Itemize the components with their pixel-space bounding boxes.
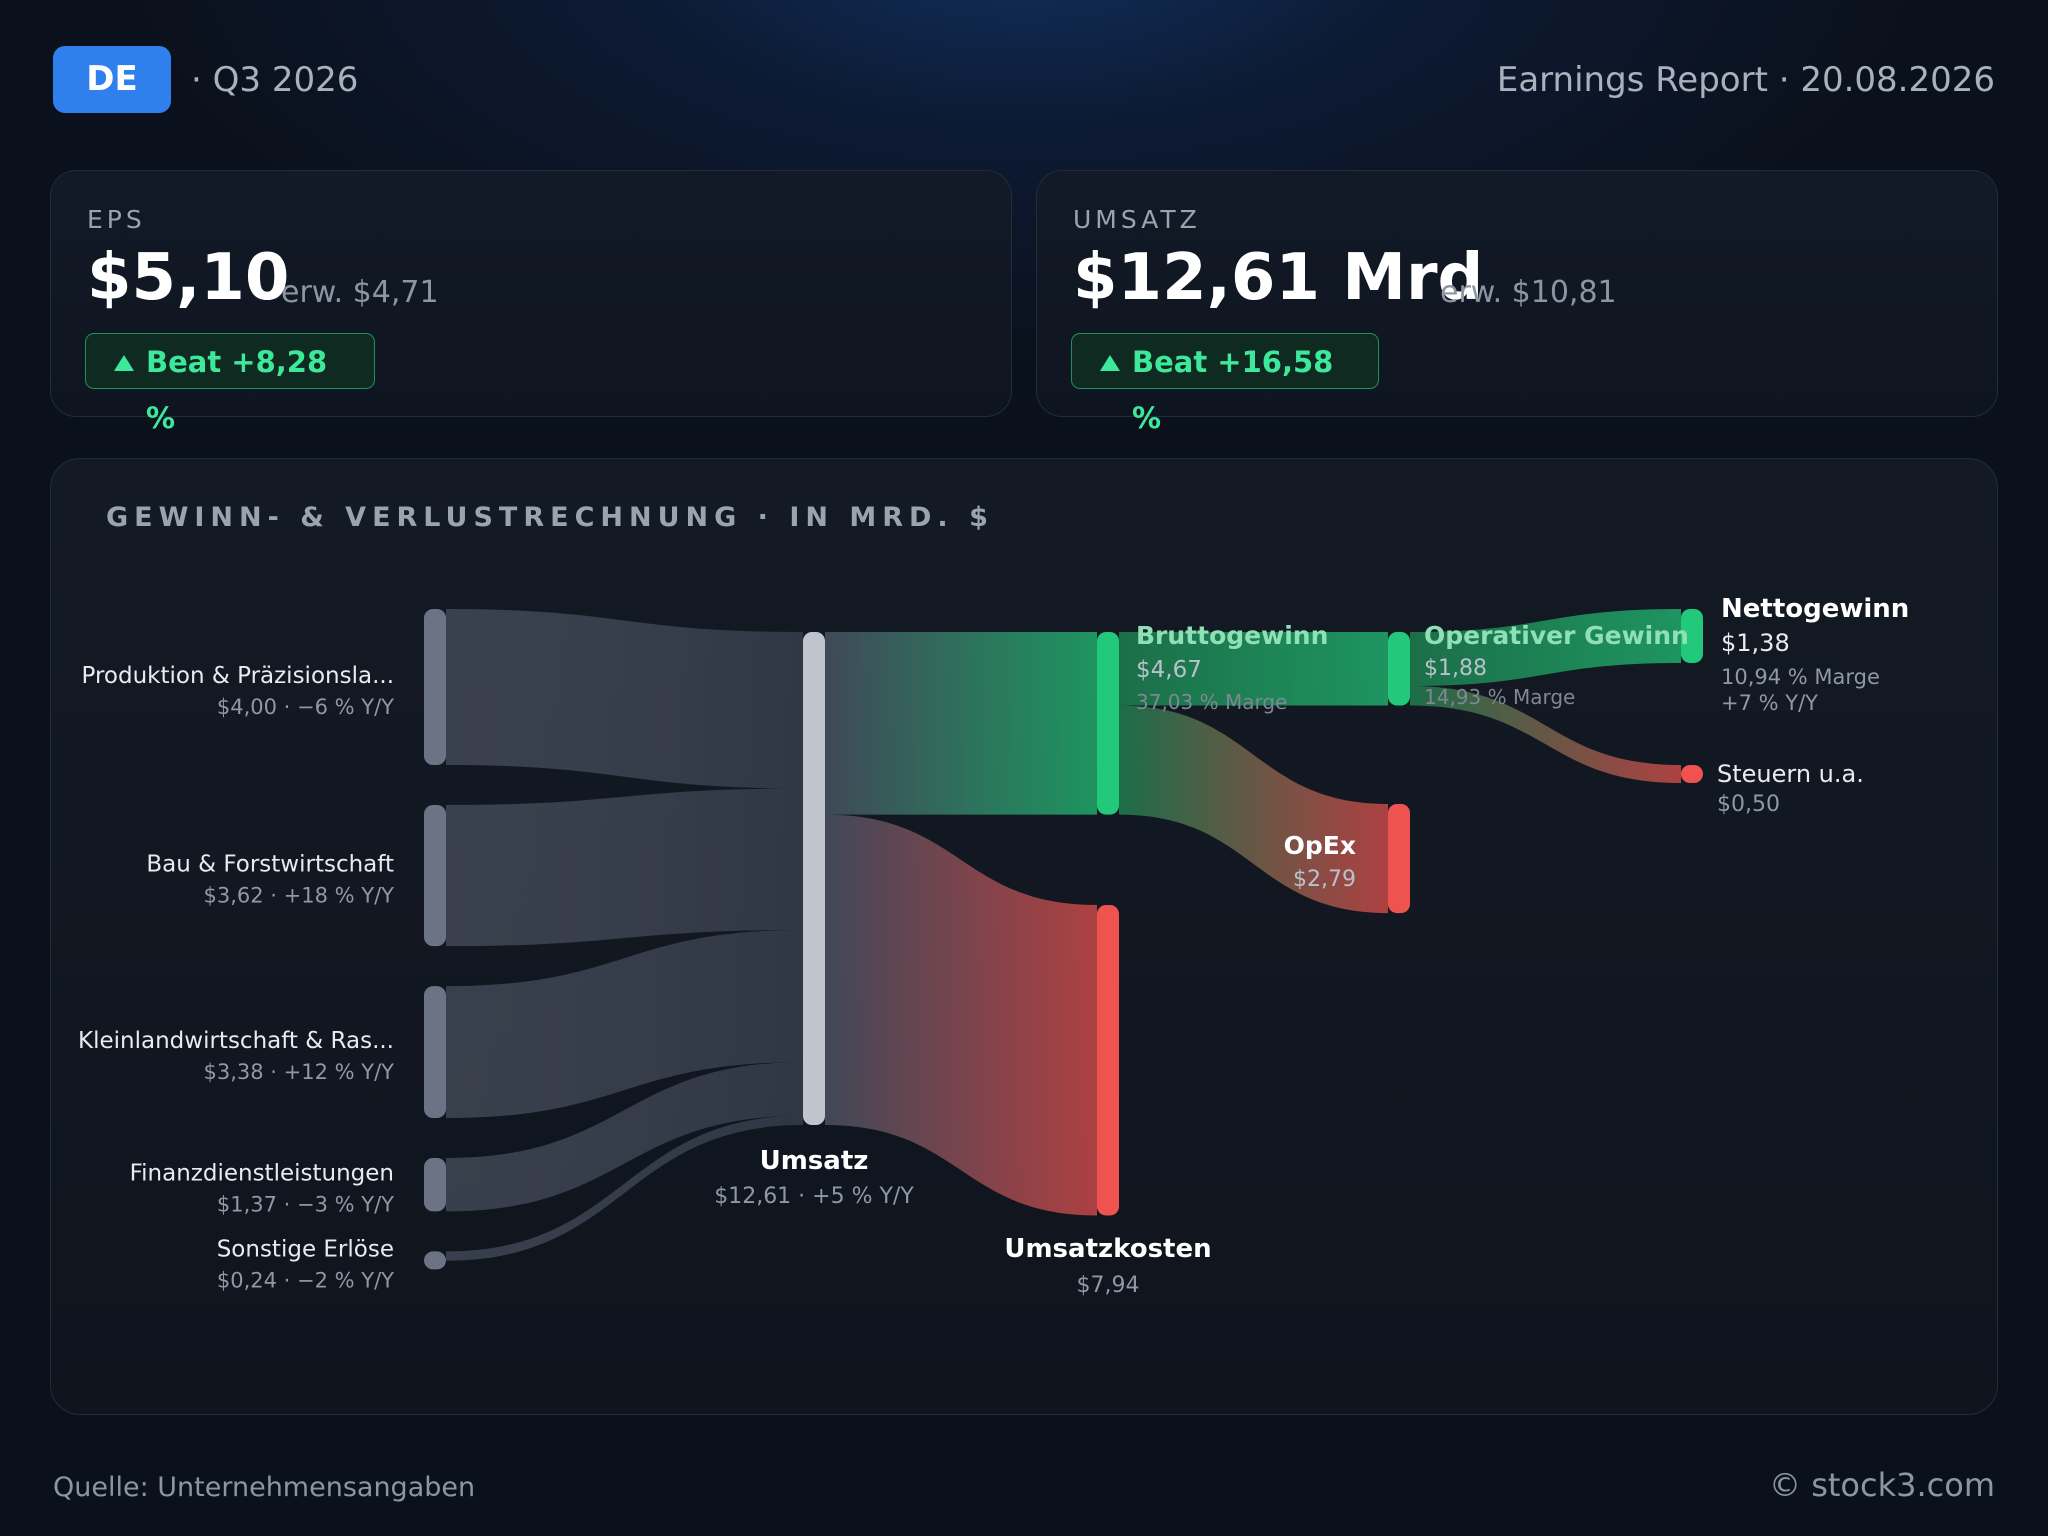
value-cogs: $7,94 [1077,1273,1140,1298]
flow-seg5-rev [446,1115,803,1261]
value-seg3: $3,38 · +12 % Y/Y [204,1060,395,1084]
flow-gp-op [1119,632,1388,706]
label-seg3: Kleinlandwirtschaft & Ras... [78,1028,394,1054]
ticker-badge: DE [53,46,171,113]
value-gp: $4,67 [1136,657,1202,683]
value-seg4: $1,37 · −3 % Y/Y [217,1193,394,1217]
value-rev: $12,61 · +5 % Y/Y [714,1184,914,1209]
brand-credit: © stock3.com [1769,1466,1995,1504]
node-op [1388,632,1410,706]
eps-beat-text: Beat +8,28 % [146,345,328,435]
flow-seg4-rev [446,1062,803,1212]
flow-op-tax [1410,685,1681,783]
flow-rev-cogs [825,814,1097,1216]
flow-rev-gp [825,632,1097,815]
label-cogs: Umsatzkosten [1004,1234,1211,1264]
value-seg1: $4,00 · −6 % Y/Y [217,695,394,719]
eps-beat-badge: Beat +8,28 % [85,333,375,435]
revenue-value: $12,61 Mrd [1073,241,1484,315]
node-seg1 [424,609,446,765]
flow-gp-opex [1119,705,1388,914]
label-seg5: Sonstige Erlöse [217,1236,394,1262]
node-seg2 [424,805,446,947]
label-tax: Steuern u.a. [1717,760,1864,788]
label-gp: Bruttogewinn [1136,621,1328,650]
node-gp [1097,632,1119,815]
margin-net: 10,94 % Marge [1721,665,1880,689]
growth-net: +7 % Y/Y [1721,691,1818,715]
triangle-up-icon [1100,355,1120,371]
node-opex [1388,804,1410,914]
label-rev: Umsatz [760,1146,869,1176]
margin-op: 14,93 % Marge [1424,685,1575,709]
report-date: Earnings Report · 20.08.2026 [1496,60,1995,100]
header: DE · Q3 2026 Earnings Report · 20.08.202… [53,46,1995,114]
node-cogs [1097,905,1119,1216]
source-note: Quelle: Unternehmensangaben [53,1472,476,1503]
revenue-label: UMSATZ [1073,205,1201,234]
node-seg4 [424,1158,446,1212]
value-net: $1,38 [1721,629,1790,657]
revenue-beat-badge: Beat +16,58 % [1071,333,1379,435]
eps-label: EPS [87,205,146,234]
value-op: $1,88 [1424,656,1487,681]
triangle-up-icon [114,355,134,371]
flow-seg1-rev [446,609,803,789]
panel-title: GEWINN- & VERLUSTRECHNUNG · IN MRD. $ [106,502,994,533]
value-tax: $0,50 [1717,792,1780,817]
label-op: Operativer Gewinn [1424,621,1689,650]
value-seg5: $0,24 · −2 % Y/Y [217,1268,394,1292]
value-opex: $2,79 [1293,867,1356,892]
label-seg1: Produktion & Präzisionsla... [82,663,395,689]
label-net: Nettogewinn [1721,594,1909,624]
label-opex: OpEx [1284,831,1356,860]
report-period: · Q3 2026 [191,60,359,100]
revenue-estimate: erw. $10,81 [1440,275,1617,310]
label-seg2: Bau & Forstwirtschaft [146,852,394,878]
eps-value: $5,10 [87,241,290,315]
node-seg3 [424,986,446,1118]
node-rev [803,632,825,1126]
label-seg4: Finanzdienstleistungen [130,1161,394,1187]
flow-op-net [1410,609,1681,686]
eps-card: EPS $5,10 erw. $4,71 Beat +8,28 % [50,170,1012,435]
node-tax [1681,765,1703,783]
margin-gp: 37,03 % Marge [1136,690,1287,714]
revenue-beat-text: Beat +16,58 % [1132,345,1334,435]
node-net [1681,609,1703,663]
node-seg5 [424,1251,446,1270]
revenue-card: UMSATZ $12,61 Mrd erw. $10,81 Beat +16,5… [1036,170,1998,435]
eps-estimate: erw. $4,71 [281,275,439,310]
flow-seg2-rev [446,788,803,947]
flow-seg3-rev [446,929,803,1118]
value-seg2: $3,62 · +18 % Y/Y [204,884,395,908]
